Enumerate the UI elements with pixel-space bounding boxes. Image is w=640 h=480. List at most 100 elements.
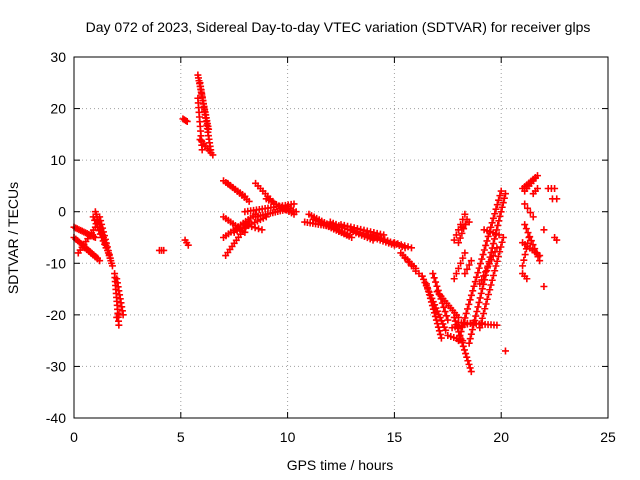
data-point: [428, 302, 436, 310]
data-point: [521, 200, 529, 208]
data-point: [430, 309, 438, 317]
data-point: [488, 276, 496, 284]
data-point: [482, 300, 490, 308]
data-point: [476, 280, 484, 288]
data-point: [500, 194, 508, 202]
data-point: [481, 305, 489, 313]
data-point: [198, 146, 206, 154]
data-point: [476, 294, 484, 302]
data-point: [551, 185, 559, 193]
data-point: [478, 314, 486, 322]
data-point: [464, 305, 472, 313]
data-point: [467, 368, 475, 376]
data-point: [496, 212, 504, 220]
data-point: [437, 334, 445, 342]
data-point: [486, 286, 494, 294]
data-point: [248, 223, 256, 231]
data-point: [407, 262, 415, 270]
data-point: [493, 257, 501, 265]
data-point: [92, 220, 100, 228]
data-point: [471, 278, 479, 286]
data-point: [499, 199, 507, 207]
data-point: [434, 323, 442, 331]
data-point: [465, 261, 473, 269]
data-point: [522, 245, 530, 253]
data-point: [531, 245, 539, 253]
data-point: [432, 278, 440, 286]
data-point: [491, 267, 499, 275]
data-point: [454, 239, 462, 247]
data-point: [480, 272, 488, 280]
data-point: [462, 309, 470, 317]
data-point: [106, 254, 114, 262]
data-point: [498, 238, 506, 246]
data-point: [493, 201, 501, 209]
data-point: [115, 311, 123, 319]
data-point: [407, 244, 415, 252]
data-point: [476, 260, 484, 268]
data-point: [258, 226, 266, 234]
data-point: [456, 332, 464, 340]
data-point: [529, 241, 537, 249]
data-point: [473, 273, 481, 281]
y-tick-label: 10: [50, 152, 66, 168]
data-point: [91, 234, 99, 241]
data-point: [519, 262, 527, 270]
data-point: [501, 347, 509, 355]
data-point: [524, 229, 532, 237]
data-point: [251, 224, 259, 232]
data-point: [467, 330, 475, 338]
data-point: [454, 226, 462, 234]
data-point: [440, 303, 448, 311]
x-axis-label: GPS time / hours: [287, 457, 394, 473]
data-point: [425, 291, 433, 299]
data-point: [483, 264, 491, 272]
data-point: [493, 244, 501, 252]
data-point: [532, 249, 540, 257]
data-point: [479, 251, 487, 259]
data-point: [489, 252, 497, 260]
x-tick-label: 20: [493, 429, 509, 445]
data-point: [497, 208, 505, 216]
data-point: [465, 339, 473, 347]
chart-title: Day 072 of 2023, Sidereal Day-to-day VTE…: [86, 19, 591, 35]
data-point: [483, 295, 491, 303]
data-point: [418, 272, 426, 280]
data-point: [96, 213, 104, 221]
data-point: [524, 204, 532, 212]
data-point: [96, 230, 104, 238]
data-point: [462, 221, 470, 229]
data-point: [292, 208, 300, 216]
data-point: [493, 321, 501, 329]
data-point: [460, 346, 468, 354]
data-point: [534, 253, 542, 261]
plot-frame: [73, 56, 609, 419]
data-point: [433, 320, 441, 328]
grid: [74, 57, 608, 418]
data-point: [184, 241, 192, 249]
y-tick-label: -20: [46, 307, 66, 323]
data-point: [429, 305, 437, 313]
data-point: [431, 312, 439, 320]
data-point: [488, 219, 496, 227]
data-point: [484, 232, 492, 240]
data-point: [497, 187, 505, 195]
data-point: [469, 287, 477, 295]
data-point: [478, 285, 486, 293]
data-point: [459, 215, 467, 223]
data-point: [492, 205, 500, 213]
data-point: [482, 241, 490, 249]
data-point: [404, 243, 412, 251]
data-point: [553, 195, 561, 203]
data-point: [426, 294, 434, 302]
data-point: [97, 217, 105, 225]
data-point: [450, 313, 458, 321]
data-point: [474, 269, 482, 277]
data-point: [115, 321, 123, 329]
data-point: [482, 268, 490, 276]
data-point: [536, 257, 544, 265]
data-point: [534, 185, 542, 193]
data-point: [467, 257, 475, 265]
data-point: [390, 239, 398, 247]
